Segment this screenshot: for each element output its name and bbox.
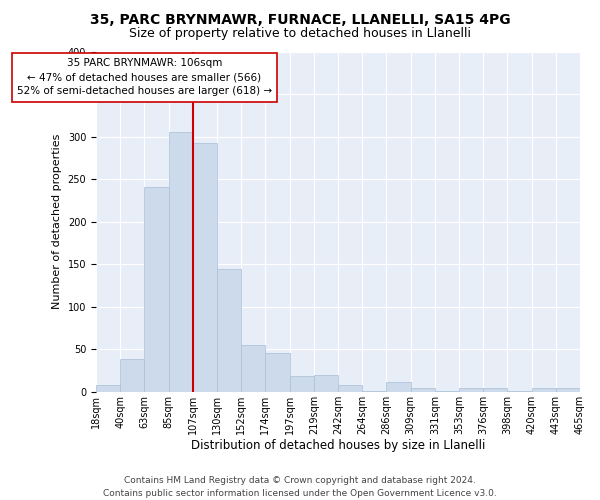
- Bar: [193, 144, 217, 392]
- Bar: [120, 358, 145, 392]
- Bar: [145, 187, 169, 392]
- Text: 35, PARC BRYNMAWR, FURNACE, LLANELLI, SA15 4PG: 35, PARC BRYNMAWR, FURNACE, LLANELLI, SA…: [89, 12, 511, 26]
- Bar: [96, 385, 120, 392]
- Bar: [314, 375, 338, 392]
- Y-axis label: Number of detached properties: Number of detached properties: [52, 134, 62, 310]
- X-axis label: Distribution of detached houses by size in Llanelli: Distribution of detached houses by size …: [191, 440, 485, 452]
- Bar: [290, 376, 314, 392]
- Text: Size of property relative to detached houses in Llanelli: Size of property relative to detached ho…: [129, 28, 471, 40]
- Bar: [386, 382, 410, 392]
- Bar: [532, 388, 556, 392]
- Bar: [508, 391, 532, 392]
- Bar: [265, 352, 290, 392]
- Bar: [556, 388, 580, 392]
- Bar: [483, 388, 508, 392]
- Bar: [435, 391, 459, 392]
- Bar: [241, 345, 265, 392]
- Bar: [217, 270, 241, 392]
- Bar: [169, 132, 193, 392]
- Bar: [410, 388, 435, 392]
- Text: Contains HM Land Registry data © Crown copyright and database right 2024.
Contai: Contains HM Land Registry data © Crown c…: [103, 476, 497, 498]
- Bar: [338, 385, 362, 392]
- Bar: [362, 391, 386, 392]
- Bar: [459, 388, 483, 392]
- Text: 35 PARC BRYNMAWR: 106sqm
← 47% of detached houses are smaller (566)
52% of semi-: 35 PARC BRYNMAWR: 106sqm ← 47% of detach…: [17, 58, 272, 96]
